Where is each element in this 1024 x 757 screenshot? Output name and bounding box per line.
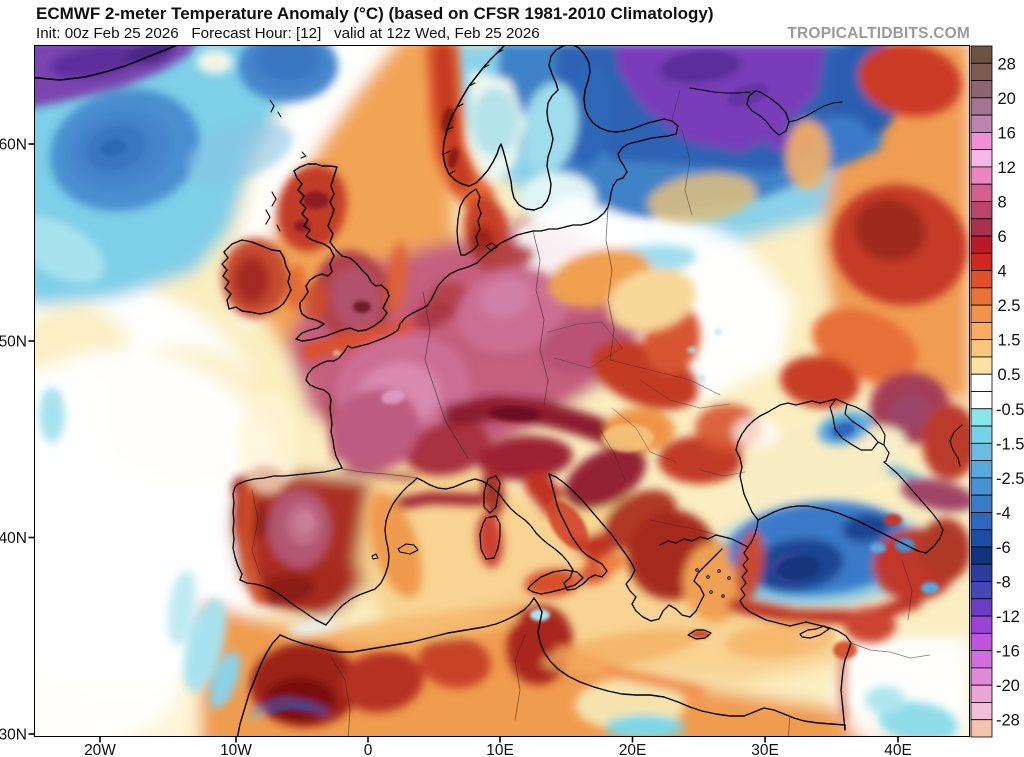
svg-text:60N: 60N: [0, 137, 27, 154]
svg-text:-2.5: -2.5: [996, 470, 1024, 488]
svg-text:-1.5: -1.5: [996, 435, 1024, 453]
svg-text:-0.5: -0.5: [996, 401, 1024, 419]
svg-text:4: 4: [998, 263, 1007, 281]
svg-text:6: 6: [998, 228, 1007, 246]
svg-text:2.5: 2.5: [998, 297, 1021, 315]
svg-text:-4: -4: [996, 504, 1011, 522]
svg-text:-28: -28: [996, 712, 1020, 730]
svg-text:20E: 20E: [619, 742, 647, 757]
svg-text:8: 8: [998, 194, 1007, 212]
svg-text:10W: 10W: [220, 742, 252, 757]
svg-text:30E: 30E: [751, 742, 779, 757]
svg-text:28: 28: [998, 55, 1016, 73]
svg-text:-8: -8: [996, 574, 1011, 592]
svg-text:-6: -6: [996, 539, 1011, 557]
svg-text:20W: 20W: [84, 742, 116, 757]
svg-text:40N: 40N: [0, 530, 27, 547]
svg-text:12: 12: [998, 159, 1016, 177]
svg-text:-20: -20: [996, 677, 1020, 695]
svg-text:16: 16: [998, 124, 1016, 142]
svg-text:40E: 40E: [884, 742, 912, 757]
svg-text:1.5: 1.5: [998, 332, 1021, 350]
svg-text:20: 20: [998, 90, 1016, 108]
svg-text:30N: 30N: [0, 727, 27, 744]
svg-text:0.5: 0.5: [998, 366, 1021, 384]
svg-text:10E: 10E: [486, 742, 514, 757]
svg-text:0: 0: [364, 742, 373, 757]
svg-text:-12: -12: [996, 608, 1020, 626]
svg-text:-16: -16: [996, 643, 1020, 661]
svg-text:50N: 50N: [0, 334, 27, 351]
